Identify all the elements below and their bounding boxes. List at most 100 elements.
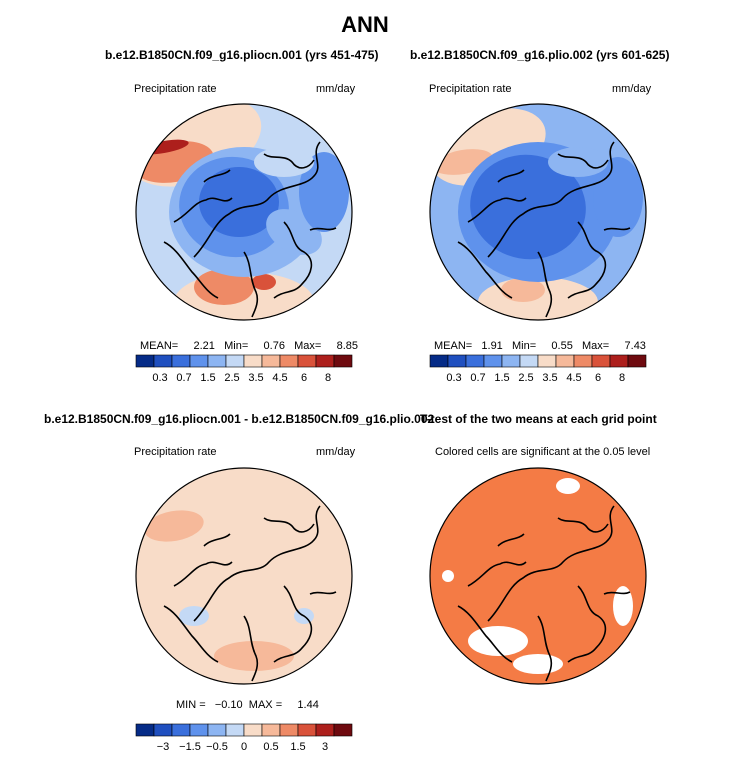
- map2-coastline: [487, 141, 615, 258]
- colorbar-2: 0.3 0.7 1.5 2.5 3.5 4.5 6 8: [429, 354, 647, 384]
- cb1-swatch: [171, 354, 191, 368]
- map3-coastline: [163, 605, 219, 663]
- cb2-tick-label: 4.5: [566, 372, 581, 384]
- map4-coastline: [497, 533, 525, 547]
- cb2-tick-label: 0.3: [446, 372, 461, 384]
- map1-coastline: [243, 251, 259, 318]
- cb2-swatch: [573, 354, 593, 368]
- cb2-tick-label: 0.7: [470, 372, 485, 384]
- colorbar-3: −3 −1.5 −0.5 0 0.5 1.5 3: [135, 723, 353, 753]
- panel-title-2: b.e12.B1850CN.f09_g16.plio.002 (yrs 601-…: [410, 48, 670, 62]
- map1-field-patch: [199, 167, 279, 237]
- cb2-swatch: [501, 354, 521, 368]
- cb1-tick-label: 0.7: [176, 372, 191, 384]
- cb1-swatch: [243, 354, 263, 368]
- map3-coastline: [193, 505, 321, 622]
- map4-field-patch: [513, 654, 563, 674]
- cb2-swatch: [609, 354, 629, 368]
- cb1-tick-label: 2.5: [224, 372, 239, 384]
- cb3-tick-label: −0.5: [206, 741, 228, 753]
- cb3-swatch: [225, 723, 245, 737]
- p2-min-label: Min=: [511, 340, 537, 352]
- cb1-tick-label: 0.3: [152, 372, 167, 384]
- map2-coastline: [467, 197, 527, 223]
- map1-coastline: [309, 227, 337, 231]
- map1-coastline: [273, 221, 313, 299]
- p2-max-value: 7.43: [624, 340, 646, 352]
- cb1-swatch: [207, 354, 227, 368]
- map4-field-patch: [442, 570, 454, 582]
- map2-field-patch: [501, 278, 545, 302]
- cb2-swatch: [591, 354, 611, 368]
- cb1-swatch: [297, 354, 317, 368]
- cb2-swatch: [519, 354, 539, 368]
- map1-coastline: [163, 241, 219, 299]
- map4-coastline: [457, 605, 513, 663]
- cb2-swatch: [429, 354, 449, 368]
- cb2-swatch: [483, 354, 503, 368]
- p1-max-value: 8.85: [336, 340, 359, 352]
- map3-coastline: [273, 585, 313, 663]
- map2-coastline: [497, 169, 525, 183]
- cb3-swatch: [333, 723, 353, 737]
- figure-title: ANN: [341, 12, 389, 37]
- cb1-tick-label: 3.5: [248, 372, 263, 384]
- p1-max-label: Max=: [294, 340, 322, 352]
- p3-max-value: 1.44: [297, 699, 319, 711]
- p1-mean-label: MEAN=: [140, 340, 179, 352]
- map2-field: [430, 104, 646, 320]
- map3-field-patch: [144, 510, 204, 542]
- cb2-swatch: [627, 354, 647, 368]
- map1-coastline: [193, 141, 321, 258]
- p2-min-value: 0.55: [551, 340, 573, 352]
- map2-field-patch: [593, 157, 643, 237]
- cb1-swatch: [135, 354, 155, 368]
- map1-field: [136, 104, 352, 320]
- cb3-tick-label: 0.5: [263, 741, 278, 753]
- precip-map-1: [135, 103, 353, 321]
- p4-note-label: Colored cells are significant at the 0.0…: [435, 446, 651, 458]
- cb3-tick-label: −3: [157, 741, 170, 753]
- map4-map-border: [429, 467, 647, 685]
- cb1-swatch: [153, 354, 173, 368]
- cb1-swatch: [189, 354, 209, 368]
- p2-mean-value: 1.91: [481, 340, 503, 352]
- map4-field-patch: [468, 626, 528, 656]
- cb1-swatch: [279, 354, 299, 368]
- map1-field-patch: [252, 274, 276, 290]
- p1-stats: MEAN= 2.21 Min= 0.76 Max= 8.85: [140, 340, 358, 352]
- cb3-swatch: [153, 723, 173, 737]
- map1-field-patch: [254, 147, 314, 177]
- cb1-tick-label: 8: [325, 372, 331, 384]
- p2-mean-label: MEAN=: [434, 340, 473, 352]
- cb1-tick-label: 4.5: [272, 372, 287, 384]
- cb3-tick-label: 1.5: [290, 741, 305, 753]
- map3-field-patch: [214, 641, 294, 671]
- cb1-swatch: [315, 354, 335, 368]
- map1-field-patch: [194, 269, 254, 305]
- p2-units-label: mm/day: [612, 83, 652, 95]
- map4-coastline: [567, 585, 607, 663]
- p1-min-value: 0.76: [263, 340, 285, 352]
- cb2-swatch: [447, 354, 467, 368]
- cb1-tick-label: 6: [301, 372, 307, 384]
- p3-min-value: −0.10: [214, 699, 243, 711]
- map3-coastline: [263, 517, 315, 533]
- map3-field: [136, 468, 352, 684]
- cb2-tick-label: 2.5: [518, 372, 533, 384]
- map4-coastline: [487, 505, 615, 622]
- map2-coastline: [557, 153, 609, 169]
- map1-coastline: [263, 153, 315, 169]
- cb3-swatch: [171, 723, 191, 737]
- cb2-tick-label: 6: [595, 372, 601, 384]
- map4-field-patch: [556, 478, 580, 494]
- map4-coastline: [537, 615, 553, 682]
- panel-title-4: T-test of the two means at each grid poi…: [420, 412, 657, 426]
- cb2-tick-label: 1.5: [494, 372, 509, 384]
- difference-map: [135, 467, 353, 685]
- p2-stats: MEAN= 1.91 Min= 0.55 Max= 7.43: [434, 340, 646, 352]
- map1-coastline: [203, 169, 231, 183]
- p3-max-label: MAX =: [248, 699, 283, 711]
- map3-coastline: [203, 533, 231, 547]
- map2-coastline: [603, 227, 631, 231]
